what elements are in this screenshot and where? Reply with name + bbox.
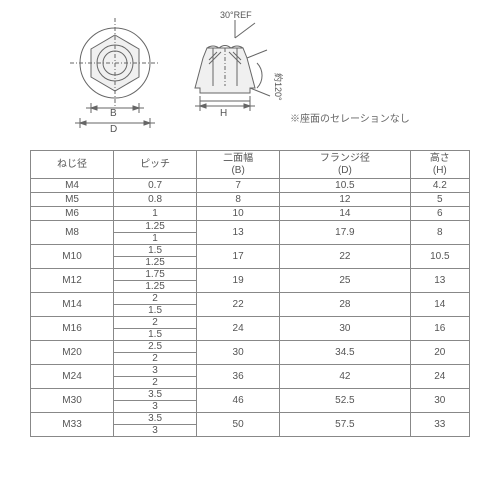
- table-row: M202.53034.520: [31, 341, 470, 353]
- col-header-3: フランジ径(D): [280, 151, 411, 179]
- table-row: M243364224: [31, 365, 470, 377]
- col-header-0: ねじ径: [31, 151, 114, 179]
- col-header-2: 二面幅(B): [197, 151, 280, 179]
- table-row: M101.5172210.5: [31, 245, 470, 257]
- angle-top-label: 30°REF: [220, 10, 252, 20]
- table-row: M81.251317.98: [31, 221, 470, 233]
- table-row: M142222814: [31, 293, 470, 305]
- dim-b-label: B: [110, 108, 117, 119]
- dim-h-label: H: [220, 108, 227, 119]
- dim-d-label: D: [110, 124, 117, 135]
- table-row: M303.54652.530: [31, 389, 470, 401]
- table-row: M162243016: [31, 317, 470, 329]
- serration-note: ※座面のセレーションなし: [290, 110, 410, 125]
- dimension-table: ねじ径ピッチ二面幅(B)フランジ径(D)高さ(H) M40.7710.54.2M…: [30, 150, 470, 437]
- table-row: M333.55057.533: [31, 413, 470, 425]
- table-row: M50.88125: [31, 193, 470, 207]
- table-row: M40.7710.54.2: [31, 179, 470, 193]
- col-header-4: 高さ(H): [410, 151, 469, 179]
- angle-side-label: 約120°: [273, 73, 284, 101]
- table-row: M6110146: [31, 207, 470, 221]
- table-row: M121.75192513: [31, 269, 470, 281]
- col-header-1: ピッチ: [114, 151, 197, 179]
